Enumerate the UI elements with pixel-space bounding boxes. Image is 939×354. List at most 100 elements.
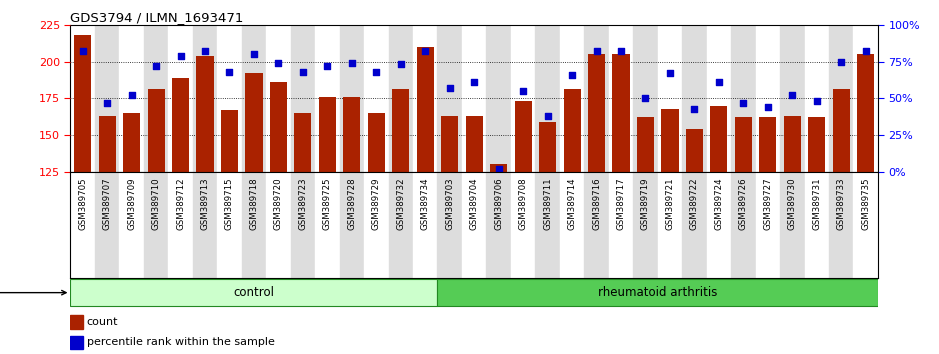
Bar — [563, 90, 580, 172]
Text: control: control — [234, 286, 274, 299]
Bar — [805, 172, 829, 278]
Bar — [441, 116, 458, 172]
Point — [124, 92, 139, 98]
Bar — [438, 279, 878, 307]
Bar — [70, 172, 95, 278]
Bar — [707, 25, 731, 172]
Point — [712, 79, 727, 85]
Bar — [95, 25, 119, 172]
Bar — [123, 113, 140, 172]
Bar — [319, 97, 336, 172]
Point — [785, 92, 800, 98]
Bar — [393, 90, 409, 172]
Point — [809, 98, 824, 104]
Bar — [731, 172, 756, 278]
Bar — [364, 25, 389, 172]
Point — [613, 48, 628, 54]
Text: GSM389731: GSM389731 — [812, 177, 822, 230]
Bar — [808, 117, 825, 172]
Bar — [633, 25, 657, 172]
Bar — [710, 105, 728, 172]
Bar — [633, 172, 657, 278]
Bar — [560, 172, 584, 278]
Point — [491, 166, 506, 172]
Bar — [70, 315, 83, 329]
Bar — [462, 172, 486, 278]
Text: GSM389707: GSM389707 — [102, 177, 112, 230]
Point — [467, 79, 482, 85]
Bar — [588, 54, 605, 172]
Bar — [70, 25, 95, 172]
Bar — [147, 90, 164, 172]
Bar — [344, 97, 361, 172]
Point — [173, 53, 188, 58]
Bar — [119, 172, 144, 278]
Bar — [245, 73, 263, 172]
Text: GSM389727: GSM389727 — [763, 177, 773, 230]
Bar — [854, 172, 878, 278]
Text: GSM389733: GSM389733 — [837, 177, 846, 230]
Bar — [539, 122, 556, 172]
Point — [638, 95, 653, 101]
Bar — [417, 47, 434, 172]
Point — [418, 48, 433, 54]
Bar — [389, 172, 413, 278]
Bar — [364, 172, 389, 278]
Bar — [95, 172, 119, 278]
Point — [148, 63, 163, 69]
Bar — [413, 25, 438, 172]
Bar — [612, 54, 629, 172]
Text: GSM389723: GSM389723 — [299, 177, 307, 230]
Bar — [854, 25, 878, 172]
Point — [197, 48, 212, 54]
Bar — [535, 172, 560, 278]
Point — [271, 60, 286, 66]
Bar — [829, 25, 854, 172]
Bar — [511, 25, 535, 172]
Bar — [70, 279, 438, 307]
Bar — [735, 117, 752, 172]
Bar — [192, 25, 217, 172]
Bar — [511, 172, 535, 278]
Bar — [196, 56, 213, 172]
Point — [834, 59, 849, 64]
Text: GSM389717: GSM389717 — [617, 177, 625, 230]
Bar — [119, 25, 144, 172]
Bar — [74, 35, 91, 172]
Bar — [780, 25, 805, 172]
Text: GSM389720: GSM389720 — [274, 177, 283, 230]
Point — [296, 69, 311, 75]
Text: GSM389713: GSM389713 — [201, 177, 209, 230]
Point — [662, 70, 677, 76]
Bar — [707, 172, 731, 278]
Bar — [780, 172, 805, 278]
Bar — [805, 25, 829, 172]
Bar — [241, 25, 266, 172]
Point — [320, 63, 335, 69]
Text: GSM389714: GSM389714 — [567, 177, 577, 230]
Bar — [486, 172, 511, 278]
Bar — [144, 172, 168, 278]
Bar — [462, 25, 486, 172]
Text: GDS3794 / ILMN_1693471: GDS3794 / ILMN_1693471 — [70, 11, 244, 24]
Bar — [683, 25, 707, 172]
Text: rheumatoid arthritis: rheumatoid arthritis — [598, 286, 717, 299]
Bar — [269, 82, 287, 172]
Point — [736, 100, 751, 105]
Bar — [535, 25, 560, 172]
Text: GSM389719: GSM389719 — [641, 177, 650, 229]
Text: GSM389730: GSM389730 — [788, 177, 797, 230]
Point — [442, 85, 457, 91]
Bar — [560, 25, 584, 172]
Bar — [515, 101, 531, 172]
Point — [393, 62, 408, 67]
Bar — [217, 25, 241, 172]
Bar — [438, 25, 462, 172]
Text: GSM389718: GSM389718 — [250, 177, 258, 230]
Bar — [413, 172, 438, 278]
Bar — [683, 172, 707, 278]
Bar — [756, 25, 780, 172]
Point — [761, 104, 776, 110]
Text: GSM389726: GSM389726 — [739, 177, 747, 230]
Bar — [438, 172, 462, 278]
